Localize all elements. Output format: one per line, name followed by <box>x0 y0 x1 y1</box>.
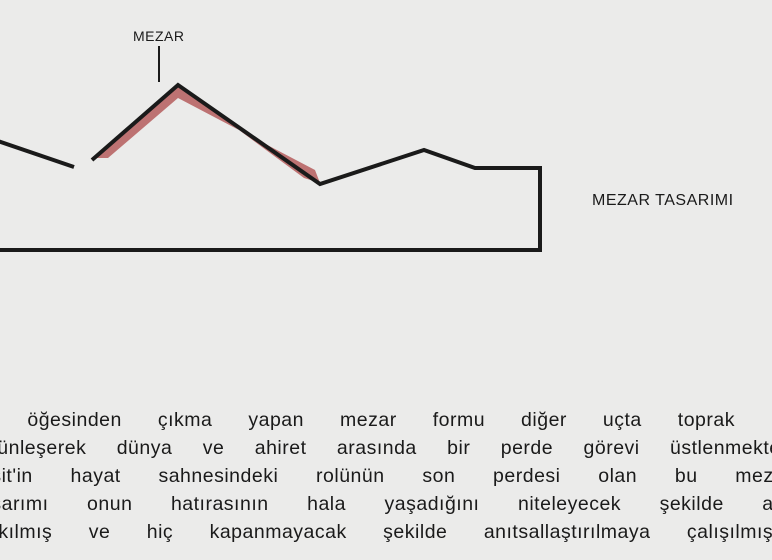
outline-segment <box>0 85 540 250</box>
paragraph-line: rakılmış ve hiç kapanmayacak şekilde anı… <box>0 518 772 546</box>
paragraph-line: ütünleşerek dünya ve ahiret arasında bir… <box>0 434 772 462</box>
description-paragraph: u öğesinden çıkma yapan mezar formu diğe… <box>0 406 772 546</box>
terrain-outline <box>0 85 540 250</box>
diagram-canvas: MEZAR MEZAR TASARIMI u öğesinden çıkma y… <box>0 0 772 560</box>
paragraph-line: u öğesinden çıkma yapan mezar formu diğe… <box>0 406 772 434</box>
tomb-fill-shape <box>93 85 320 183</box>
label-mezar-tasarimi: MEZAR TASARIMI <box>592 192 734 210</box>
paragraph-line: asarımı onun hatırasının hala yaşadığını… <box>0 490 772 518</box>
section-diagram <box>0 0 772 300</box>
label-mezar: MEZAR <box>133 28 185 44</box>
paragraph-line: aşit'in hayat sahnesindeki rolünün son p… <box>0 462 772 490</box>
outline-segment <box>0 140 74 167</box>
